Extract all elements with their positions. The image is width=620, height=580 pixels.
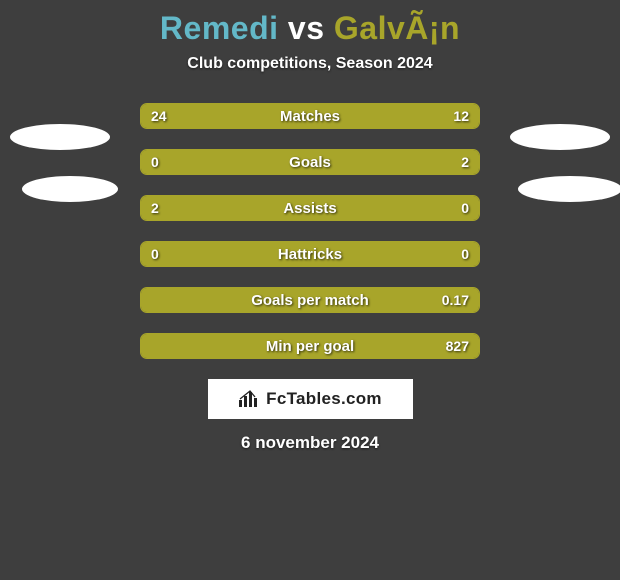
stat-value-right: 0 <box>451 196 479 220</box>
stat-row: Min per goal 827 <box>140 333 480 359</box>
stat-label: Assists <box>141 196 479 220</box>
stat-label: Min per goal <box>141 334 479 358</box>
subtitle: Club competitions, Season 2024 <box>0 55 620 73</box>
branding-text: FcTables.com <box>266 389 382 409</box>
stat-row: 0 Hattricks 0 <box>140 241 480 267</box>
stat-row: Goals per match 0.17 <box>140 287 480 313</box>
stat-row: 2 Assists 0 <box>140 195 480 221</box>
player2-team-logo-1 <box>510 124 610 150</box>
stat-value-right: 0.17 <box>432 288 479 312</box>
stat-label: Goals <box>141 150 479 174</box>
date-label: 6 november 2024 <box>0 433 620 453</box>
branding-badge: FcTables.com <box>208 379 413 419</box>
player2-team-logo-2 <box>518 176 620 202</box>
player2-name: GalvÃ¡n <box>334 10 460 46</box>
stat-row: 0 Goals 2 <box>140 149 480 175</box>
comparison-rows: 24 Matches 12 0 Goals 2 2 Assists 0 0 Ha… <box>140 103 480 359</box>
stat-label: Hattricks <box>141 242 479 266</box>
stat-label: Goals per match <box>141 288 479 312</box>
stat-value-right: 2 <box>451 150 479 174</box>
stat-value-right: 827 <box>436 334 479 358</box>
player1-name: Remedi <box>160 10 279 46</box>
stat-row: 24 Matches 12 <box>140 103 480 129</box>
bar-chart-icon <box>238 390 260 408</box>
player1-team-logo-1 <box>10 124 110 150</box>
page-title: Remedi vs GalvÃ¡n <box>0 0 620 47</box>
stat-value-right: 12 <box>443 104 479 128</box>
player1-team-logo-2 <box>22 176 118 202</box>
stat-label: Matches <box>141 104 479 128</box>
vs-label: vs <box>288 10 325 46</box>
stat-value-right: 0 <box>451 242 479 266</box>
